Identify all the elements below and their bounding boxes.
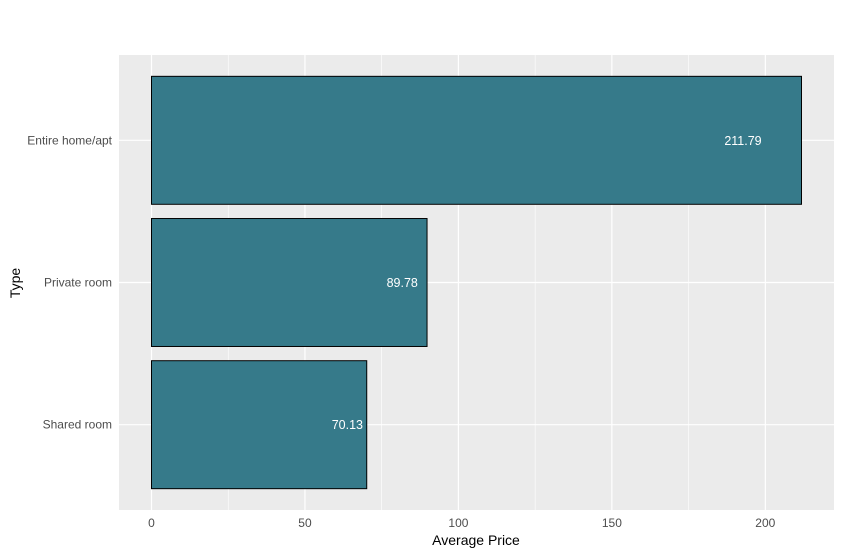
data-labels: 211.79 89.78 70.13 (332, 134, 762, 432)
y-axis-tick-labels: Entire home/apt Private room Shared room (27, 133, 112, 431)
data-label: 70.13 (332, 418, 363, 432)
y-axis-title: Type (7, 268, 23, 299)
x-axis-tick-labels: 0 50 100 150 200 (148, 516, 775, 530)
data-label: 89.78 (387, 276, 418, 290)
x-axis-title: Average Price (432, 532, 520, 548)
x-tick-label: 150 (602, 516, 622, 530)
bar (151, 218, 428, 347)
x-tick-label: 0 (148, 516, 155, 530)
y-tick-label: Shared room (43, 418, 112, 432)
x-tick-label: 200 (755, 516, 775, 530)
y-tick-label: Entire home/apt (27, 133, 112, 147)
bar (151, 360, 368, 490)
bar (151, 75, 802, 205)
data-label: 211.79 (724, 134, 761, 148)
y-tick-label: Private room (44, 276, 112, 290)
x-tick-label: 100 (448, 516, 468, 530)
x-tick-label: 50 (298, 516, 312, 530)
bars (151, 75, 802, 490)
